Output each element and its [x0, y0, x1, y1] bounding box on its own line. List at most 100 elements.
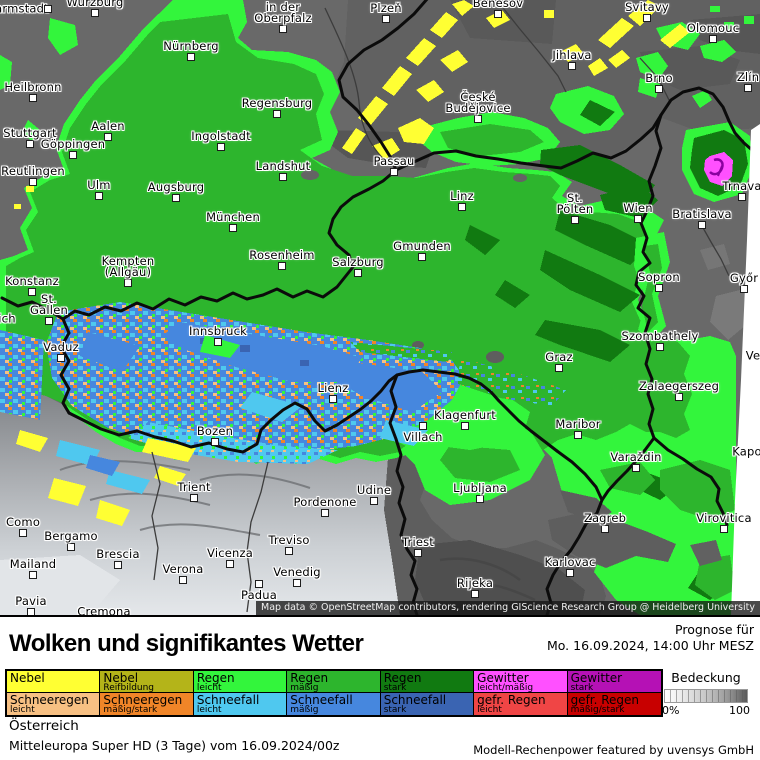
city-marker — [720, 525, 728, 533]
city-label: Graz — [545, 350, 573, 364]
city-marker — [279, 25, 287, 33]
legend-item: Nebel Reifbildung — [100, 671, 194, 693]
city-marker — [461, 422, 469, 430]
legend-item-label: Nebel — [10, 671, 45, 685]
city-marker — [740, 285, 748, 293]
city-marker — [634, 215, 642, 223]
city-label: Triest — [401, 535, 435, 549]
city-marker — [418, 253, 426, 261]
legend-item: Gewitter leicht/mäßig — [474, 671, 568, 693]
city-label: Trient — [177, 480, 211, 494]
city-label: Zalaegerszeg — [638, 379, 720, 393]
city-label: Győr — [729, 271, 759, 285]
city-marker — [601, 525, 609, 533]
city-marker — [172, 194, 180, 202]
city-marker — [214, 338, 222, 346]
city-label: Plzeň — [370, 1, 402, 15]
city-marker — [211, 438, 219, 446]
city-label: Pavia — [15, 594, 47, 608]
weather-legend: Nebel Nebel Reifbildung Regen leicht Reg… — [5, 669, 663, 717]
city-label: Ve — [745, 348, 760, 363]
legend-item: Regen stark — [380, 671, 475, 693]
city-marker — [91, 9, 99, 17]
legend-item: Regen mäßig — [287, 671, 381, 693]
city-label: Verona — [162, 562, 204, 576]
city-marker — [217, 143, 225, 151]
city-label: Udine — [356, 483, 392, 497]
map-attribution: Map data © OpenStreetMap contributors, r… — [256, 601, 760, 615]
city-label: Konstanz — [5, 274, 59, 288]
city-marker — [354, 269, 362, 277]
city-marker — [28, 288, 36, 296]
city-label: Göppingen — [40, 137, 106, 151]
legend-item: Gewitter stark — [567, 671, 661, 693]
city-marker — [187, 53, 195, 61]
weather-field-graphic — [0, 0, 760, 615]
city-label: Kapo — [732, 444, 760, 459]
city-label: Linz — [450, 189, 474, 203]
city-label: Pordenone — [293, 495, 357, 509]
city-label: Svitavy — [625, 0, 669, 14]
city-marker — [382, 15, 390, 23]
city-marker — [655, 85, 663, 93]
city-marker — [229, 224, 237, 232]
city-marker — [566, 569, 574, 577]
legend-item-sublabel: mäßig/stark — [570, 705, 625, 715]
legend-item-sublabel: leicht — [196, 705, 222, 715]
legend-item-label: Schneefall — [290, 693, 353, 707]
legend-item-sublabel: stark — [383, 705, 407, 715]
city-marker — [255, 580, 263, 588]
city-label: Varaždin — [610, 450, 662, 464]
legend-item-label: Gewitter — [570, 671, 623, 685]
legend-item: Schneefall mäßig — [287, 693, 381, 715]
legend-item-sublabel: leicht — [196, 683, 222, 693]
city-marker — [555, 364, 563, 372]
coverage-min: 0% — [662, 704, 680, 717]
city-marker — [57, 354, 65, 362]
city-marker — [279, 173, 287, 181]
forecast-time: Prognose für Mo. 16.09.2024, 14:00 Uhr M… — [547, 622, 754, 654]
city-label: Sopron — [638, 270, 680, 284]
city-marker — [69, 151, 77, 159]
city-marker — [124, 279, 132, 287]
city-marker — [278, 262, 286, 270]
city-marker — [19, 529, 27, 537]
city-marker — [273, 110, 281, 118]
city-label: Aalen — [91, 119, 125, 133]
city-label: Stuttgart — [3, 126, 57, 140]
legend-item-sublabel: leicht/mäßig — [477, 683, 534, 693]
city-label: Maribor — [555, 417, 601, 431]
city-marker — [329, 395, 337, 403]
city-label: Nürnberg — [163, 39, 219, 53]
legend-item-label: Schneeregen — [10, 693, 89, 707]
city-label: Villach — [403, 430, 443, 444]
credit-label: Modell-Rechenpower featured by uvensys G… — [473, 743, 754, 757]
legend-item-sublabel: stark — [383, 683, 407, 693]
city-marker — [568, 62, 576, 70]
city-label: Wien — [623, 201, 653, 215]
city-marker — [632, 464, 640, 472]
city-marker — [414, 549, 422, 557]
region-label: Österreich — [9, 718, 79, 734]
legend-item-label: Nebel — [103, 671, 139, 685]
city-marker — [476, 495, 484, 503]
city-label: Virovitica — [696, 511, 752, 525]
city-label: Würzburg — [66, 0, 124, 9]
legend-item: Schneefall leicht — [193, 693, 288, 715]
city-marker — [738, 193, 746, 201]
city-label: Cremona — [77, 604, 131, 615]
city-label: Bratislava — [672, 207, 732, 221]
coverage-gradient-bar — [664, 689, 748, 703]
city-label: Olomouc — [686, 21, 740, 35]
city-label: Ingolstadt — [191, 129, 251, 143]
city-label: Ulm — [87, 178, 111, 192]
city-label: in der Oberpfalz — [254, 0, 312, 25]
city-label: Innsbruck — [188, 324, 248, 338]
city-marker — [471, 590, 479, 598]
page-title: Wolken und signifikantes Wetter — [9, 630, 364, 657]
city-label: Venedig — [273, 565, 321, 579]
city-label: Reutlingen — [1, 164, 65, 178]
city-label: Karlovac — [544, 555, 596, 569]
legend-item-label: Gewitter — [477, 671, 529, 685]
